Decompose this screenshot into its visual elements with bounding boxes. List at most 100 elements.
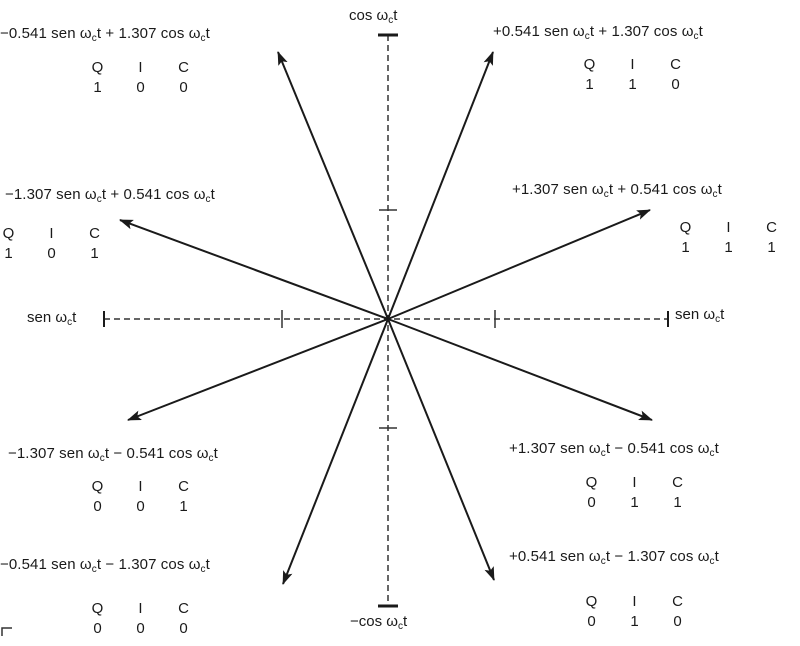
phasor-label-p6: +1.307 sen ωct − 0.541 cos ωct (509, 440, 719, 459)
code-value-q: 1 (681, 239, 690, 256)
axis-label-sen-left: sen ωct (27, 309, 77, 328)
code-header-q: Q (2, 225, 15, 242)
axis-label-cos-sub: c (388, 15, 394, 26)
code-header-row: Q I C (0, 224, 116, 244)
code-value-i: 0 (136, 79, 145, 96)
code-value-row: 0 1 1 (570, 493, 699, 513)
phasor-eq-sub: c (200, 33, 206, 44)
phasor-arrow-p5 (127, 318, 389, 421)
corner-mark (1, 627, 12, 636)
code-header-c: C (178, 59, 189, 76)
code-table-p3: Q I C 1 0 1 (0, 224, 116, 264)
code-header-c: C (178, 600, 189, 617)
code-value-c: 0 (179, 79, 188, 96)
phasor-label-p5: −1.307 sen ωct − 0.541 cos ωct (8, 445, 218, 464)
phasor-label-p8: +0.541 sen ωct − 1.307 cos ωct (509, 548, 719, 567)
code-header-row: Q I C (568, 55, 697, 75)
phasor-arrow-p3 (119, 219, 389, 320)
phasor-eq-part: t + 1.307 cos ω (589, 23, 694, 40)
phasor-arrow-p4 (387, 209, 651, 320)
phasor-eq-sub: c (603, 189, 609, 200)
code-header-i: I (632, 593, 637, 610)
phasor-arrow-p2 (387, 51, 494, 320)
code-header-q: Q (91, 478, 104, 495)
phasor-eq-part: t − 1.307 cos ω (605, 548, 710, 565)
code-value-q: 0 (93, 620, 102, 637)
code-table-p6: Q I C 0 1 1 (570, 473, 699, 513)
phasor-eq-part: −1.307 sen ω (8, 445, 100, 462)
phasor-eq-sub: c (99, 453, 105, 464)
axis-label-neg-cos-text: −cos ω (350, 613, 398, 630)
phasor-eq-sub: c (96, 194, 102, 205)
phasor-eq-part: +1.307 sen ω (512, 181, 604, 198)
phasor-label-p1: −0.541 sen ωct + 1.307 cos ωct (0, 25, 210, 44)
code-header-c: C (670, 56, 681, 73)
code-table-p1: Q I C 1 0 0 (76, 58, 205, 98)
code-value-row: 1 0 1 (0, 244, 116, 264)
code-header-c: C (672, 474, 683, 491)
phasor-label-p3: −1.307 sen ωct + 0.541 cos ωct (5, 186, 215, 205)
code-value-i: 0 (136, 620, 145, 637)
phasor-arrow-p7 (282, 318, 389, 585)
code-table-p8: Q I C 0 1 0 (570, 592, 699, 632)
axis-label-sen-right: sen ωct (675, 306, 724, 325)
code-header-q: Q (585, 474, 598, 491)
code-header-q: Q (583, 56, 596, 73)
phasor-eq-sub: c (712, 189, 718, 200)
code-value-c: 0 (673, 613, 682, 630)
code-value-row: 0 1 0 (570, 612, 699, 632)
phasor-eq-part: t − 0.541 cos ω (104, 445, 209, 462)
phasor-eq-sub: c (584, 31, 590, 42)
phasor-eq-sub: c (600, 556, 606, 567)
code-header-q: Q (91, 600, 104, 617)
code-value-i: 1 (628, 76, 637, 93)
phasor-eq-sub: c (600, 448, 606, 459)
phasor-eq-part: t (717, 181, 722, 198)
phasor-eq-sub: c (709, 448, 715, 459)
phasor-eq-part: t (205, 25, 210, 42)
code-header-i: I (138, 478, 143, 495)
code-table-p5: Q I C 0 0 1 (76, 477, 205, 517)
code-value-i: 0 (47, 245, 56, 262)
code-header-c: C (672, 593, 683, 610)
axis-label-sen-right-sub: c (715, 314, 721, 325)
code-table-p7: Q I C 0 0 0 (76, 599, 205, 639)
code-header-q: Q (585, 593, 598, 610)
code-value-row: 0 0 0 (76, 619, 205, 639)
axis-label-cos-text: cos ω (349, 7, 389, 24)
code-header-q: Q (679, 219, 692, 236)
phasor-eq-part: −0.541 sen ω (0, 25, 92, 42)
phasor-label-p4: +1.307 sen ωct + 0.541 cos ωct (512, 181, 722, 200)
axis-label-neg-cos: −cos ωct (350, 613, 408, 632)
phasor-eq-part: t (205, 556, 210, 573)
axis-label-neg-cos-tail: t (402, 613, 408, 630)
phasor-eq-part: t − 1.307 cos ω (96, 556, 201, 573)
code-value-q: 1 (4, 245, 13, 262)
phasor-eq-part: −0.541 sen ω (0, 556, 92, 573)
axis-label-sen-left-sub: c (67, 317, 73, 328)
phasor-eq-part: t (714, 440, 719, 457)
code-header-c: C (766, 219, 777, 236)
code-value-i: 1 (630, 613, 639, 630)
axis-label-cos-tail: t (393, 7, 398, 24)
code-value-c: 1 (90, 245, 99, 262)
code-header-row: Q I C (664, 218, 793, 238)
code-value-c: 0 (179, 620, 188, 637)
code-value-q: 1 (93, 79, 102, 96)
code-header-row: Q I C (76, 599, 205, 619)
code-table-p2: Q I C 1 1 0 (568, 55, 697, 95)
axis-label-cos: cos ωct (349, 7, 398, 26)
code-header-i: I (138, 59, 143, 76)
phasor-eq-sub: c (91, 564, 97, 575)
phasor-eq-part: t (714, 548, 719, 565)
code-header-i: I (630, 56, 635, 73)
axis-label-sen-left-tail: t (72, 309, 77, 326)
code-header-i: I (138, 600, 143, 617)
code-header-i: I (49, 225, 54, 242)
code-header-row: Q I C (570, 592, 699, 612)
phasor-eq-sub: c (200, 564, 206, 575)
phasor-eq-part: t − 0.541 cos ω (605, 440, 710, 457)
phasor-eq-part: t (698, 23, 703, 40)
